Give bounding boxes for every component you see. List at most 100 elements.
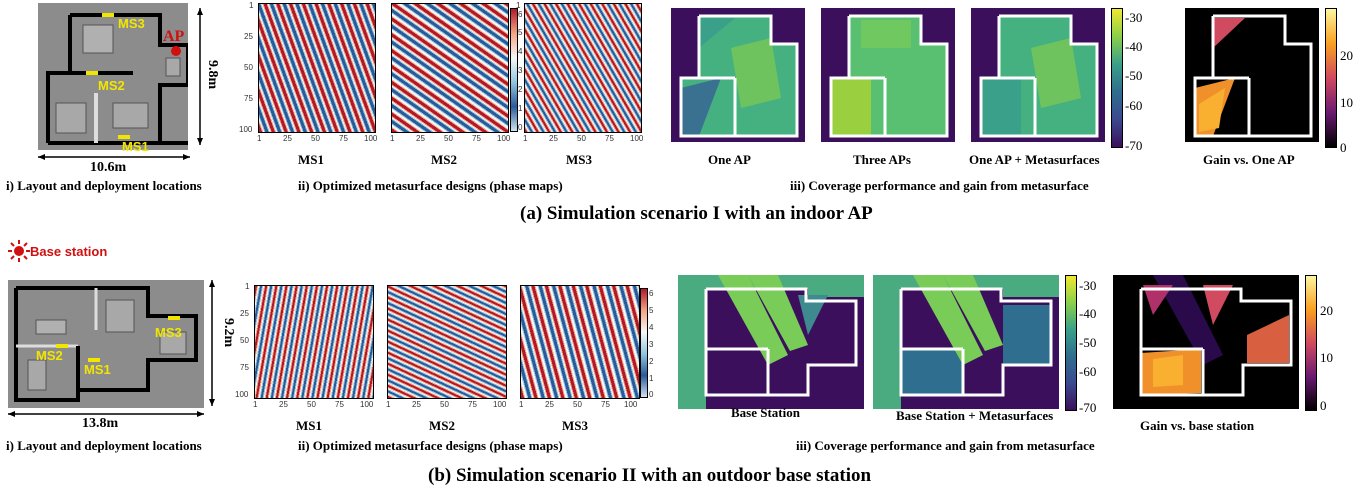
phase-b-ms3-xtick-1: 1	[519, 400, 524, 409]
base-station-icon	[8, 240, 30, 262]
layout-a-floorplan	[38, 3, 190, 150]
phase-a-ms2-xtick-100: 100	[497, 134, 511, 143]
coverage-b-gain-colorbar	[1305, 275, 1317, 411]
phase-a-ms2-xtick-25: 25	[416, 134, 425, 143]
phase-b-ms1-ytick-1: 1	[245, 282, 250, 291]
phase-b-cbar-tick-3: 3	[649, 340, 654, 349]
layout-b-floorplan	[8, 280, 204, 408]
phase-b-cbar-tick-1: 1	[649, 374, 654, 383]
coverage-a-cbar-tick-60: -60	[1125, 98, 1143, 113]
layout-a-ms2-label: MS2	[98, 78, 125, 93]
layout-b-ms2-label: MS2	[36, 348, 63, 363]
coverage-b-gain	[1113, 275, 1299, 409]
scenario-a-caption: (a) Simulation scenario I with an indoor…	[520, 203, 873, 224]
coverage-a-gain-tick-20: 20	[1340, 48, 1353, 63]
coverage-a-gain	[1185, 8, 1319, 142]
phase-a-ms3-title: MS3	[566, 152, 592, 167]
phase-b-ms3	[520, 285, 640, 399]
phase-a-ms2-xtick-75: 75	[472, 134, 481, 143]
phase-a-ms1-xtick-75: 75	[339, 134, 348, 143]
phase-a-ms3-xtick-75: 75	[605, 134, 614, 143]
phase-b-ms3-xtick-25: 25	[545, 400, 554, 409]
coverage-a-gain-tick-10: 10	[1340, 95, 1353, 110]
phase-b-ms3-xtick-75: 75	[601, 400, 610, 409]
phase-b-ms1-ytick-25: 25	[240, 309, 249, 318]
layout-a-caption: i) Layout and deployment locations	[6, 178, 202, 193]
layout-a-walls	[46, 13, 190, 145]
layout-b-ms3-label: MS3	[155, 325, 182, 340]
phase-b-ms1-xtick-75: 75	[335, 400, 344, 409]
layout-b-caption: i) Layout and deployment locations	[6, 438, 202, 453]
layout-b-dimension-arrows	[8, 280, 215, 417]
layout-a-height: 9.8m	[205, 60, 220, 90]
phase-b-ms1-ytick-100: 100	[235, 390, 249, 399]
phase-a-ms3-xtick-1: 1	[523, 134, 528, 143]
coverage-a-cbar-tick-70: -70	[1125, 138, 1143, 153]
layout-b-walls	[14, 286, 198, 402]
coverage-b-title-gain: Gain vs. base station	[1140, 418, 1255, 433]
coverage-b-title-base-station-ms: Base Station + Metasurfaces	[896, 408, 1054, 423]
phase-b-ms1-xtick-50: 50	[307, 400, 316, 409]
layout-a-ap-label: AP	[163, 28, 185, 45]
phase-a-ms1-ytick-25: 25	[244, 32, 253, 41]
coverage-a-cbar-tick-50: -50	[1125, 68, 1143, 83]
phase-b-ms1-ytick-75: 75	[240, 363, 249, 372]
coverage-b-cbar-tick-50: -50	[1079, 335, 1097, 350]
phase-a-ms2-xtick-1: 1	[390, 134, 395, 143]
layout-a-ms3-label: MS3	[118, 16, 145, 31]
phase-a-colorbar	[510, 8, 518, 132]
coverage-a-gain-colorbar	[1325, 8, 1337, 148]
layout-b-height: 9.2m	[221, 318, 236, 348]
coverage-b-gain-tick-20: 20	[1320, 303, 1333, 318]
phase-b-ms2-xtick-1: 1	[386, 400, 391, 409]
coverage-b-gain-tick-0: 0	[1320, 398, 1327, 413]
coverage-a-title-gain: Gain vs. One AP	[1203, 152, 1295, 167]
phase-a-ms1-ytick-75: 75	[244, 94, 253, 103]
phase-a-cbar-tick-4: 4	[518, 47, 523, 56]
phase-a-ms1	[258, 3, 376, 133]
phase-b-ms1-xtick-1: 1	[253, 400, 258, 409]
phase-a-caption: ii) Optimized metasurface designs (phase…	[298, 178, 563, 193]
coverage-a-cbar-tick-40: -40	[1125, 39, 1143, 54]
phase-a-ms3-ytick-1: 1	[516, 1, 521, 10]
phase-b-ms1-ytick-50: 50	[240, 336, 249, 345]
layout-a-dimension-arrows	[38, 8, 203, 160]
coverage-a-colorbar	[1111, 8, 1123, 148]
coverage-b-cbar-tick-60: -60	[1079, 364, 1097, 379]
phase-a-cbar-tick-5: 5	[518, 28, 523, 37]
phase-b-ms3-xtick-50: 50	[573, 400, 582, 409]
phase-b-ms1-title: MS1	[296, 418, 322, 433]
phase-a-ms2	[391, 3, 509, 133]
phase-a-ms1-ytick-100: 100	[239, 125, 253, 134]
phase-a-cbar-tick-6: 6	[518, 10, 523, 19]
phase-a-ms1-ytick-50: 50	[244, 63, 253, 72]
coverage-a-title-one-ap-ms: One AP + Metasurfaces	[969, 152, 1100, 167]
coverage-a-gain-tick-0: 0	[1340, 140, 1347, 155]
coverage-b-gain-tick-10: 10	[1320, 350, 1333, 365]
coverage-b-cbar-tick-30: -30	[1079, 278, 1097, 293]
phase-b-ms2-xtick-25: 25	[412, 400, 421, 409]
coverage-b-colorbar	[1065, 275, 1077, 411]
phase-a-ms1-title: MS1	[298, 152, 324, 167]
base-station-label: Base station	[30, 244, 108, 259]
phase-b-cbar-tick-6: 6	[649, 289, 654, 298]
layout-a-ms1-label: MS1	[122, 139, 149, 154]
phase-a-ms3-xtick-25: 25	[549, 134, 558, 143]
phase-b-caption: ii) Optimized metasurface designs (phase…	[298, 438, 563, 453]
coverage-a-title-one-ap: One AP	[708, 152, 751, 167]
phase-a-ms1-xtick-25: 25	[283, 134, 292, 143]
phase-b-ms2-xtick-50: 50	[440, 400, 449, 409]
layout-b-ms1-label: MS1	[84, 362, 111, 377]
phase-a-ms1-xtick-1: 1	[257, 134, 262, 143]
phase-a-cbar-tick-1: 1	[518, 104, 523, 113]
phase-b-cbar-tick-2: 2	[649, 357, 654, 366]
phase-b-ms1	[254, 285, 374, 399]
coverage-a-three-aps	[821, 8, 955, 142]
layout-a-width: 10.6m	[90, 160, 127, 175]
phase-a-cbar-tick-3: 3	[518, 66, 523, 75]
phase-b-ms2-title: MS2	[429, 418, 455, 433]
coverage-b-cbar-tick-40: -40	[1079, 306, 1097, 321]
coverage-b-caption: iii) Coverage performance and gain from …	[796, 438, 1095, 453]
phase-b-ms1-xtick-100: 100	[360, 400, 374, 409]
phase-b-cbar-tick-0: 0	[649, 390, 654, 399]
